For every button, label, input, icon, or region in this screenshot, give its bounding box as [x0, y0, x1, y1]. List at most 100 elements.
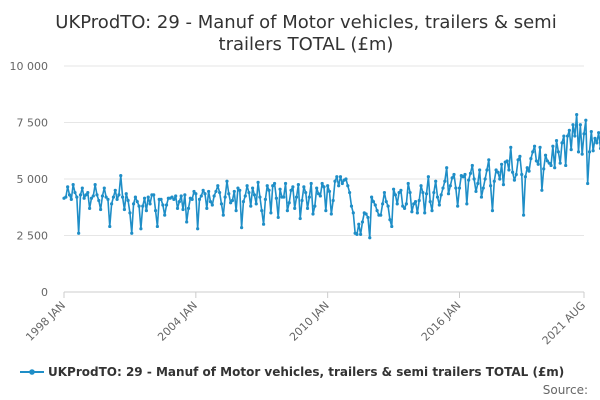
data-point[interactable] [197, 197, 202, 201]
data-point[interactable] [207, 189, 211, 194]
data-point[interactable] [556, 150, 560, 154]
data-point[interactable] [445, 166, 449, 170]
data-point[interactable] [148, 202, 152, 206]
data-point[interactable] [380, 202, 385, 206]
data-point[interactable] [133, 195, 138, 199]
data-point[interactable] [210, 203, 214, 207]
data-point[interactable] [402, 206, 407, 210]
data-point[interactable] [84, 193, 88, 197]
data-point[interactable] [263, 197, 268, 201]
data-point[interactable] [587, 150, 592, 154]
data-point[interactable] [565, 134, 570, 138]
data-point[interactable] [163, 213, 167, 217]
data-point[interactable] [240, 225, 244, 230]
data-point[interactable] [569, 148, 573, 152]
data-point[interactable] [371, 200, 376, 204]
data-point[interactable] [104, 195, 108, 199]
data-point[interactable] [322, 185, 326, 189]
data-point[interactable] [249, 204, 253, 208]
data-point[interactable] [117, 193, 121, 197]
data-point[interactable] [115, 197, 119, 201]
data-point[interactable] [413, 200, 418, 204]
data-point[interactable] [564, 163, 568, 168]
data-point[interactable] [111, 195, 116, 199]
data-point[interactable] [545, 159, 549, 163]
data-point[interactable] [454, 186, 458, 190]
data-point[interactable] [190, 197, 194, 201]
data-point[interactable] [580, 152, 584, 156]
data-point[interactable] [534, 159, 538, 163]
data-point[interactable] [194, 192, 198, 196]
data-point[interactable] [379, 213, 383, 217]
data-point[interactable] [289, 188, 293, 192]
data-point[interactable] [278, 187, 282, 191]
data-point[interactable] [260, 209, 264, 213]
data-point[interactable] [313, 204, 317, 208]
data-point[interactable] [553, 166, 557, 170]
source-label[interactable]: Source: [543, 383, 588, 397]
data-point[interactable] [326, 184, 330, 188]
data-point[interactable] [229, 201, 233, 205]
data-point[interactable] [340, 181, 344, 186]
data-point[interactable] [424, 192, 429, 196]
data-point[interactable] [450, 176, 454, 180]
data-point[interactable] [119, 174, 123, 178]
data-point[interactable] [384, 200, 388, 204]
data-point[interactable] [401, 204, 405, 208]
data-point[interactable] [538, 145, 542, 149]
data-point[interactable] [252, 193, 257, 197]
data-point[interactable] [120, 195, 125, 199]
data-point[interactable] [532, 144, 537, 148]
data-point[interactable] [272, 181, 277, 186]
data-point[interactable] [214, 189, 218, 194]
data-point[interactable] [124, 192, 128, 196]
data-point[interactable] [337, 184, 341, 188]
data-point[interactable] [175, 206, 180, 210]
data-point[interactable] [318, 194, 322, 198]
data-point[interactable] [291, 185, 295, 189]
data-point[interactable] [505, 159, 509, 163]
data-point[interactable] [543, 153, 548, 157]
data-point[interactable] [518, 154, 522, 158]
data-point[interactable] [527, 169, 531, 173]
data-point[interactable] [478, 168, 482, 172]
data-point[interactable] [274, 196, 278, 200]
data-point[interactable] [415, 211, 419, 215]
data-point[interactable] [391, 187, 396, 191]
data-point[interactable] [335, 175, 339, 179]
data-point[interactable] [236, 186, 240, 190]
data-point[interactable] [366, 215, 370, 220]
data-point[interactable] [177, 200, 181, 204]
data-point[interactable] [397, 190, 401, 195]
data-point[interactable] [227, 192, 231, 196]
data-point[interactable] [283, 181, 288, 186]
data-point[interactable] [192, 189, 196, 194]
data-point[interactable] [247, 190, 251, 195]
data-point[interactable] [89, 196, 94, 200]
data-point[interactable] [501, 183, 506, 187]
data-point[interactable] [554, 138, 559, 143]
data-point[interactable] [560, 141, 564, 145]
data-point[interactable] [382, 190, 387, 195]
data-point[interactable] [170, 195, 174, 199]
data-point[interactable] [435, 195, 440, 199]
data-point[interactable] [161, 203, 165, 207]
data-point[interactable] [487, 158, 491, 162]
data-point[interactable] [584, 118, 588, 122]
data-point[interactable] [531, 150, 535, 154]
data-point[interactable] [102, 186, 106, 190]
data-point[interactable] [578, 123, 582, 127]
data-point[interactable] [479, 195, 484, 199]
data-point[interactable] [516, 158, 520, 162]
data-point[interactable] [245, 184, 249, 188]
data-point[interactable] [142, 196, 147, 200]
data-point[interactable] [130, 231, 134, 235]
data-point[interactable] [238, 188, 242, 192]
data-point[interactable] [452, 172, 456, 177]
data-point[interactable] [349, 204, 354, 208]
data-point[interactable] [208, 200, 213, 204]
data-point[interactable] [75, 195, 79, 199]
data-point[interactable] [99, 207, 103, 212]
data-point[interactable] [216, 184, 220, 188]
data-point[interactable] [490, 209, 495, 213]
